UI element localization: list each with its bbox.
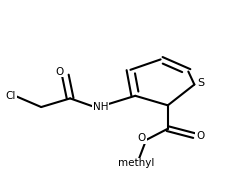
Text: NH: NH bbox=[92, 102, 108, 112]
Text: S: S bbox=[197, 78, 204, 88]
Text: O: O bbox=[138, 133, 146, 143]
Text: O: O bbox=[196, 131, 204, 141]
Text: O: O bbox=[55, 67, 63, 77]
Text: Cl: Cl bbox=[6, 91, 16, 101]
Text: methyl: methyl bbox=[118, 158, 155, 168]
